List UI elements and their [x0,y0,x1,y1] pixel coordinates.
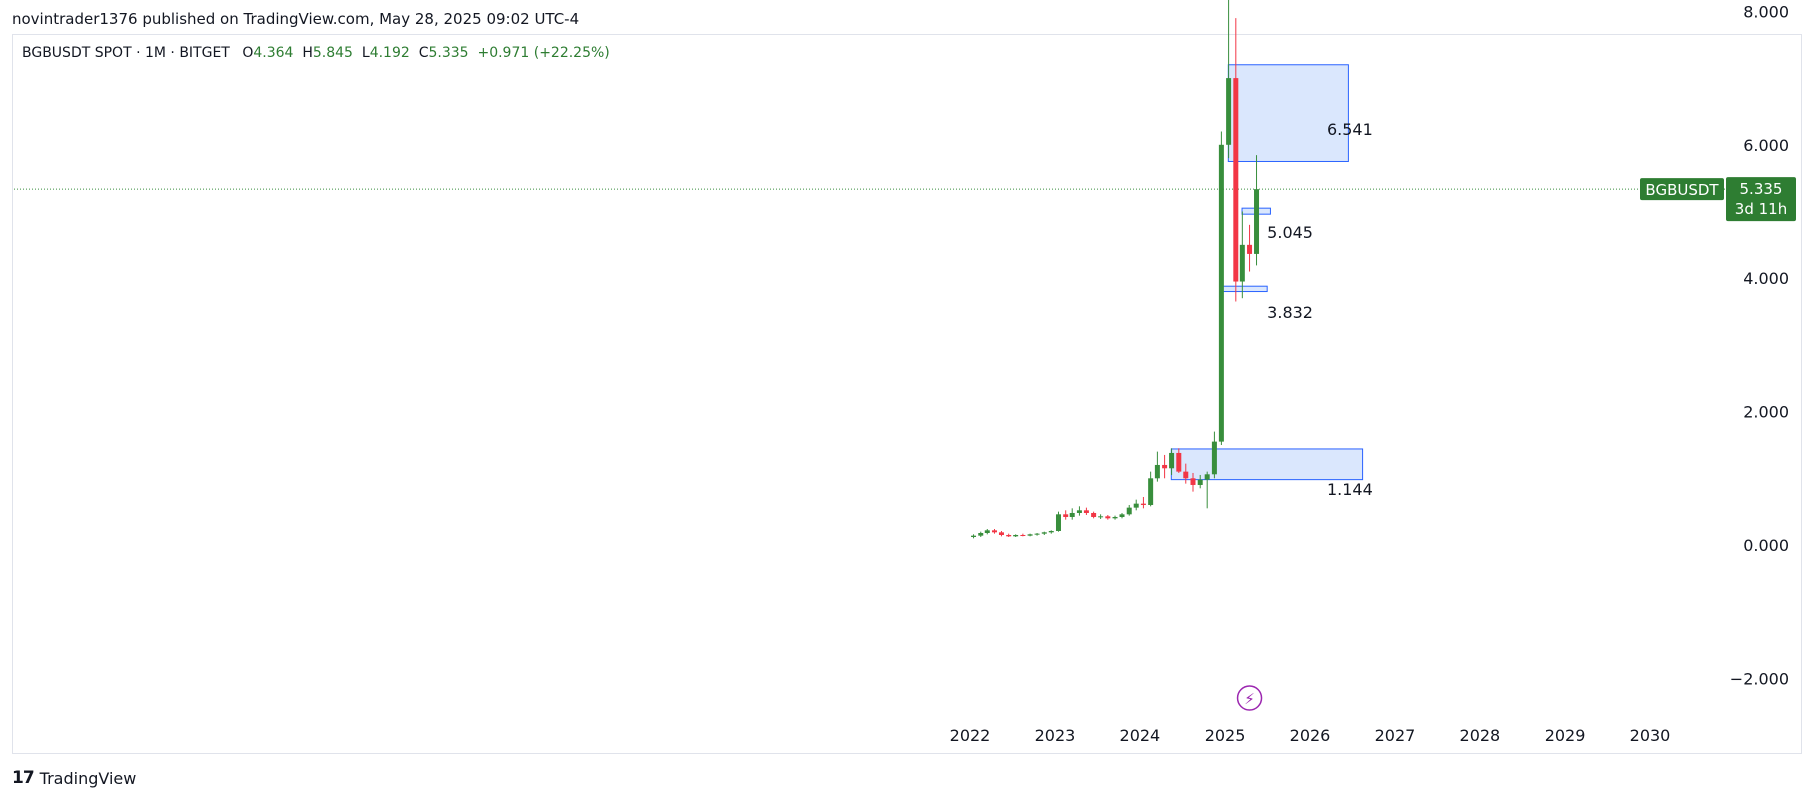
symbol-label[interactable]: BGBUSDT SPOT · 1M · BITGET [22,45,230,61]
symbol-tag [1640,178,1724,201]
x-tick-label: 2030 [1630,726,1671,745]
last-price-tag [1726,177,1796,222]
candle-body [978,532,984,536]
candle-body [1034,533,1040,535]
candle-body [1041,532,1047,534]
x-tick-label: 2028 [1460,726,1501,745]
candle-body [1105,516,1111,519]
y-tick-label: 8.000 [1743,2,1789,21]
candle-body [1055,514,1061,531]
y-tick-label: −2.000 [1730,669,1789,688]
candle-body [1013,534,1019,537]
candle-body [1098,516,1104,518]
zone-price-label: 1.144 [1327,480,1373,499]
candle-body [1048,530,1054,533]
tradingview-footer[interactable]: 17 TradingView [12,768,136,788]
candle-body [1218,144,1224,442]
zone-box [1227,64,1349,162]
candle-body [1069,512,1075,517]
y-tick-label: 4.000 [1743,269,1789,288]
high-label: H [302,45,313,61]
candle-body [1126,507,1132,515]
candle-body [1020,534,1026,536]
open-label: O [242,45,254,61]
open-value: 4.364 [253,45,294,61]
close-value: 5.335 [428,45,469,61]
low-label: L [361,45,370,61]
x-tick-label: 2023 [1035,726,1076,745]
candle-body [1254,189,1260,254]
candle-body [1140,503,1146,505]
candle-body [1197,479,1203,485]
candle-body [1027,534,1033,536]
lightning-icon-glyph: ⚡ [1244,690,1255,708]
candle-body [1183,471,1189,479]
candle-body [1112,516,1118,519]
candle-body [991,530,997,533]
symbol-tag-label: BGBUSDT [1645,181,1719,199]
candle-body [1190,478,1196,485]
candle-body [1247,244,1253,254]
y-tick-label: 0.000 [1743,536,1789,555]
x-tick-label: 2025 [1205,726,1246,745]
candle-body [1239,244,1245,282]
published-line: novintrader1376 published on TradingView… [12,10,580,28]
candle-body [971,535,977,537]
candle-body [1119,514,1125,517]
zone-price-label: 5.045 [1267,223,1313,242]
tradingview-brand: TradingView [39,768,137,788]
candle-body [1154,464,1160,479]
zone-price-label: 3.832 [1267,303,1313,322]
zone-box [1220,285,1268,293]
candle-body [1169,452,1175,469]
candle-body [1162,464,1168,469]
symbol-legend: BGBUSDT SPOT · 1M · BITGET O4.364 H5.845… [22,45,610,61]
zone-price-label: 6.541 [1327,120,1373,139]
candle-body [1204,474,1210,480]
candle-body [1006,534,1012,537]
countdown-label: 3d 11h [1735,200,1787,218]
x-tick-label: 2024 [1120,726,1161,745]
candle-body [1133,503,1139,508]
candle-body [1063,514,1069,517]
y-tick-label: 2.000 [1743,403,1789,422]
candle-body [984,530,990,533]
close-label: C [418,45,429,61]
low-value: 4.192 [369,45,410,61]
candle-body [1148,478,1154,505]
x-tick-label: 2027 [1375,726,1416,745]
change-value: +0.971 (+22.25%) [477,45,610,61]
candle-body [1233,78,1239,282]
candle-body [1083,510,1089,513]
tradingview-logo-icon: 17 [12,768,35,788]
candle-body [1226,78,1232,145]
candle-body [998,532,1004,535]
last-price-value: 5.335 [1740,180,1783,198]
candle-body [1091,512,1097,517]
candle-body [1176,452,1182,472]
lightning-icon [1236,685,1263,711]
chart-frame [12,34,1802,754]
x-tick-label: 2026 [1290,726,1331,745]
candle-body [1076,510,1082,513]
y-tick-label: 6.000 [1743,136,1789,155]
x-tick-label: 2029 [1545,726,1586,745]
x-tick-label: 2022 [950,726,991,745]
high-value: 5.845 [312,45,353,61]
candle-body [1211,441,1217,475]
